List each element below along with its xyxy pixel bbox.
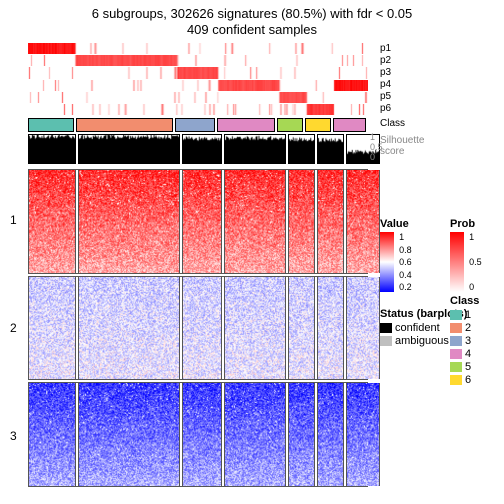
heatmap-cell-r2-c6: [317, 277, 344, 380]
legend-value-title: Value: [380, 218, 440, 230]
class-bar-label: Class: [380, 118, 500, 129]
value-colorbar-labels: 10.80.60.40.2: [399, 232, 412, 292]
prob-track-p3: [28, 67, 368, 78]
figure-root: 6 subgroups, 302626 signatures (80.5%) w…: [0, 0, 504, 504]
legend-prob: Prob 10.50: [450, 218, 500, 292]
heatmap-cell-r2-c5: [288, 277, 315, 380]
prob-track-p1: [28, 43, 368, 54]
track-label-p5: p5: [380, 91, 500, 103]
silhouette-seg-2: [78, 134, 180, 164]
heatmap-cell-r1-c1: [28, 170, 76, 273]
prob-track-p2: [28, 55, 368, 66]
silhouette-barplot: [28, 134, 368, 164]
class-seg-3: [175, 118, 214, 132]
heatmap-cell-r1-c2: [78, 170, 180, 273]
heatmap: [28, 169, 368, 487]
heatmap-cell-r1-c6: [317, 170, 344, 273]
prob-track-p5: [28, 92, 368, 103]
heatmap-cell-r1-c7: [346, 170, 380, 273]
heatmap-cell-r3-c4: [224, 383, 285, 486]
legend-class-4: 4: [450, 348, 479, 360]
class-seg-7: [333, 118, 366, 132]
legend-class-title: Class: [450, 295, 479, 307]
class-seg-5: [277, 118, 303, 132]
track-label-p2: p2: [380, 55, 500, 67]
prob-track-p6: [28, 104, 368, 115]
heatmap-cell-r3-c2: [78, 383, 180, 486]
swatch-icon: [450, 362, 462, 372]
heatmap-cell-r3-c7: [346, 383, 380, 486]
heatmap-cell-r3-c6: [317, 383, 344, 486]
heatmap-cell-r3-c3: [182, 383, 223, 486]
swatch-icon: [450, 375, 462, 385]
title-line1: 6 subgroups, 302626 signatures (80.5%) w…: [0, 6, 504, 22]
swatch-icon: [450, 349, 462, 359]
prob-track-labels: p1p2p3p4p5p6: [380, 43, 500, 115]
track-label-p1: p1: [380, 43, 500, 55]
heatmap-cell-r2-c1: [28, 277, 76, 380]
silhouette-seg-4: [224, 134, 285, 164]
swatch-icon: [380, 336, 392, 346]
silhouette-seg-3: [182, 134, 223, 164]
heatmap-row-1: [28, 169, 368, 274]
heatmap-row-label-1: 1: [10, 213, 17, 227]
heatmap-row-2: [28, 276, 368, 381]
heatmap-row-label-3: 3: [10, 429, 17, 443]
swatch-icon: [450, 336, 462, 346]
legend-class-5: 5: [450, 361, 479, 373]
title-line2: 409 confident samples: [0, 22, 504, 38]
heatmap-cell-r3-c1: [28, 383, 76, 486]
track-label-p3: p3: [380, 67, 500, 79]
prob-colorbar-labels: 10.50: [469, 232, 482, 292]
legend-class-2: 2: [450, 322, 479, 334]
swatch-icon: [450, 310, 462, 320]
heatmap-cell-r2-c2: [78, 277, 180, 380]
heatmap-row-label-2: 2: [10, 321, 17, 335]
prob-colorbar: [450, 232, 464, 292]
plot-area: 123: [28, 43, 368, 493]
prob-track-p4: [28, 80, 368, 91]
track-label-p4: p4: [380, 79, 500, 91]
silhouette-seg-1: [28, 134, 76, 164]
legend-class-3: 3: [450, 335, 479, 347]
silhouette-axis: 10.50: [370, 132, 400, 162]
prob-tracks: [28, 43, 368, 115]
legend-value: Value 10.80.60.40.2: [380, 218, 440, 292]
value-colorbar: [380, 232, 394, 292]
heatmap-cell-r2-c4: [224, 277, 285, 380]
heatmap-cell-r2-c3: [182, 277, 223, 380]
swatch-icon: [450, 323, 462, 333]
legend-class: Class 123456: [450, 295, 479, 387]
class-seg-6: [305, 118, 331, 132]
figure-title: 6 subgroups, 302626 signatures (80.5%) w…: [0, 0, 504, 37]
class-seg-1: [28, 118, 74, 132]
heatmap-cell-r3-c5: [288, 383, 315, 486]
legend-prob-title: Prob: [450, 218, 500, 230]
track-label-p6: p6: [380, 103, 500, 115]
heatmap-cell-r1-c4: [224, 170, 285, 273]
heatmap-row-3: [28, 382, 368, 487]
class-seg-2: [76, 118, 174, 132]
class-annotation-bar: [28, 118, 368, 132]
heatmap-cell-r1-c5: [288, 170, 315, 273]
legend-class-6: 6: [450, 374, 479, 386]
heatmap-cell-r1-c3: [182, 170, 223, 273]
heatmap-cell-r2-c7: [346, 277, 380, 380]
class-seg-4: [217, 118, 276, 132]
legend-class-1: 1: [450, 309, 479, 321]
silhouette-seg-6: [317, 134, 344, 164]
silhouette-seg-5: [288, 134, 315, 164]
swatch-icon: [380, 323, 392, 333]
